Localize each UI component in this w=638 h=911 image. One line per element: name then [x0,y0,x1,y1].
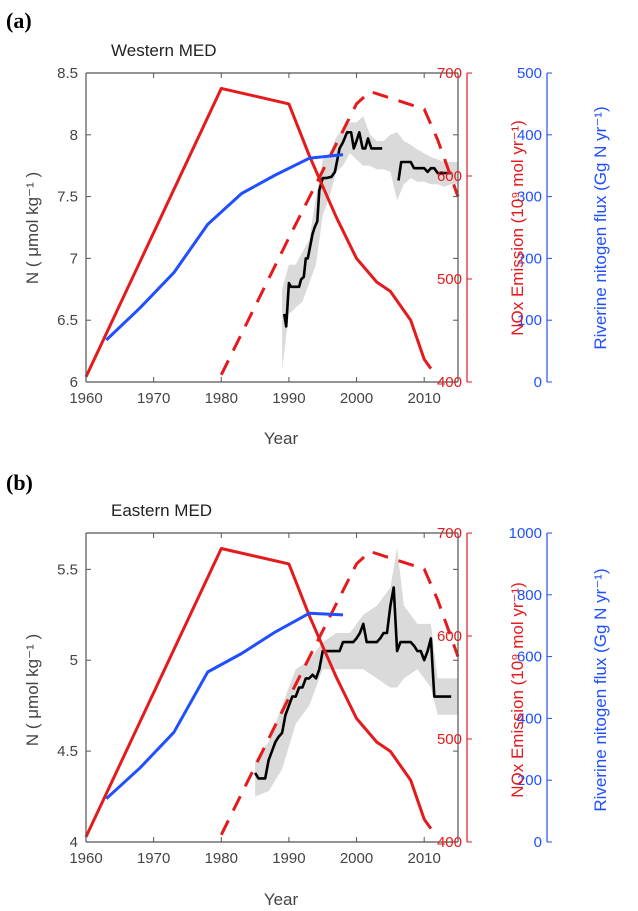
y-left-tick-label: 4 [70,834,78,851]
x-axis-title-b: Year [264,890,299,909]
uncertainty-band [255,547,458,797]
y-right1-tick-label: 700 [437,525,462,542]
y-right2-axis-title-a: Riverine nitogen flux (Gg N yr⁻¹) [591,106,610,349]
panel-label-b: (b) [6,470,33,495]
x-tick-label: 1970 [137,390,170,407]
nitrate-series-line [397,160,452,181]
y-right2-tick-label: 200 [517,250,542,267]
y-left-tick-label: 7.5 [57,189,78,206]
x-tick-label: 1990 [272,850,305,867]
y-left-tick-label: 6.5 [57,312,78,329]
nitrate-series-line [253,586,452,780]
y-right2-tick-label: 300 [517,189,542,206]
y-right1-tick-label: 700 [437,65,462,82]
x-tick-label: 1980 [205,390,238,407]
y-left-tick-label: 5.5 [57,561,78,578]
panel-title-a: Western MED [111,41,217,60]
x-tick-label: 2000 [340,390,373,407]
y-right1-tick-label: 500 [437,271,462,288]
y-right2-tick-label: 800 [517,587,542,604]
x-tick-label: 2010 [407,850,440,867]
y-right2-tick-label: 400 [517,710,542,727]
y-left-tick-label: 7 [70,250,78,267]
y-right2-tick-label: 600 [517,649,542,666]
y-right1-tick-label: 600 [437,628,462,645]
y-left-tick-label: 8 [70,127,78,144]
nox-emission-series-line [84,86,433,378]
nitrate-series-line [282,131,383,328]
y-right1-tick-label: 400 [437,834,462,851]
x-tick-label: 2000 [340,850,373,867]
y-left-tick-label: 5 [70,652,78,669]
y-right2-tick-label: 400 [517,127,542,144]
y-left-tick-label: 8.5 [57,65,78,82]
x-axis-title-a: Year [264,429,299,448]
x-tick-label: 1960 [69,390,102,407]
x-tick-label: 2010 [407,390,440,407]
x-tick-label: 1960 [69,850,102,867]
x-tick-label: 1990 [272,390,305,407]
x-tick-label: 1980 [205,850,238,867]
panel-western-med: (a) Western MED 1960 1970 1980 1990 2000 2010… [6,8,610,448]
y-right2-tick-label: 100 [517,312,542,329]
y-right2-axis-title-b: Riverine nitogen flux (Gg N yr⁻¹) [591,568,610,811]
riverine-flux-series-line [105,611,344,800]
nox-emission-dashed-series-line [219,550,460,836]
y-right2-tick-label: 500 [517,65,542,82]
y-right1-tick-label: 600 [437,168,462,185]
y-right2-tick-label: 200 [517,772,542,789]
y-right2-tick-label: 0 [534,374,542,391]
nox-emission-series-line [84,547,433,838]
panel-label-a: (a) [6,8,32,33]
y-left-axis-title-a: N ( μmol kg⁻¹ ) [23,172,42,284]
y-left-tick-label: 6 [70,374,78,391]
panel-title-b: Eastern MED [111,501,212,520]
y-left-tick-label: 4.5 [57,743,78,760]
y-right1-axis-title-b: NOx Emission (10⁹ mol yr⁻¹) [508,582,527,798]
y-right2-tick-label: 0 [534,834,542,851]
riverine-flux-series-line [105,153,344,342]
x-tick-label: 1970 [137,850,170,867]
panel-eastern-med: (b) Eastern MED 1960 1970 1980 1990 2000 2010… [6,470,610,909]
y-right1-tick-label: 500 [437,731,462,748]
uncertainty-band [383,132,458,201]
y-right1-tick-label: 400 [437,374,462,391]
y-right2-tick-label: 1000 [509,525,542,542]
y-left-axis-title-b: N ( μmol kg⁻¹ ) [23,634,42,746]
uncertainty-band [282,116,384,370]
y-right1-axis-title-a: NOx Emission (10⁹ mol yr⁻¹) [508,120,527,336]
nox-emission-dashed-series-line [219,90,460,376]
